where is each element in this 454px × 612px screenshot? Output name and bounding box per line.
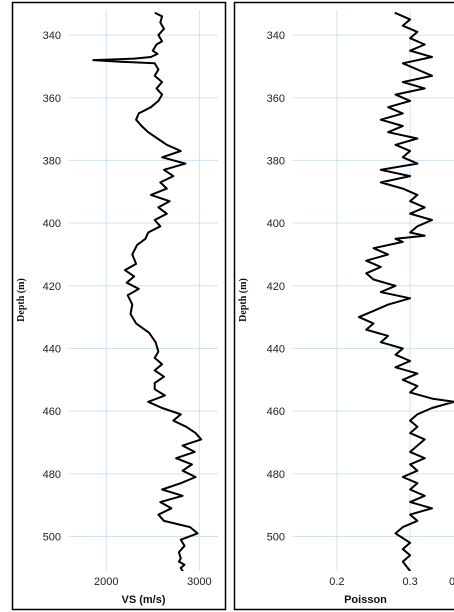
panel-1-ytick-label: 480 — [43, 469, 61, 481]
panel-2-ytick-label: 340 — [267, 30, 285, 42]
panel-1-series-line-1 — [92, 12, 203, 571]
panel-2-series-line-1 — [357, 12, 454, 571]
panel-2-ytick-label: 500 — [267, 532, 285, 544]
panel-2-xtick-label: 0.3 — [402, 576, 417, 588]
panel-1-y-axis-label: Depth (m) — [16, 278, 27, 322]
panel-2-y-axis-label: Depth (m) — [238, 278, 249, 322]
panel-2-xtick-label: 0.2 — [329, 576, 344, 588]
panel-1-frame — [11, 1, 227, 611]
panel-2-ytick-label: 460 — [267, 406, 285, 418]
panel-1-ytick-label: 380 — [43, 155, 61, 167]
panel-1-xtick-label: 2000 — [94, 576, 118, 588]
panel-2-ytick-label: 480 — [267, 469, 285, 481]
panel-1-ytick-label: 360 — [43, 93, 61, 105]
panel-1-ytick-label: 440 — [43, 343, 61, 355]
panel-1-ytick-label: 460 — [43, 406, 61, 418]
panel-1-x-axis-label: VS (m/s) — [121, 594, 165, 606]
panel-2-ytick-label: 440 — [267, 343, 285, 355]
panel-2-ytick-label: 360 — [267, 93, 285, 105]
panel-1-ytick-label: 400 — [43, 218, 61, 230]
panel-2-frame — [233, 1, 454, 611]
panel-2-xtick-label-edge: 0 — [449, 576, 454, 588]
panel-1-ytick-label: 500 — [43, 532, 61, 544]
panel-2-ytick-label: 420 — [267, 281, 285, 293]
panel-2-chart: 340 360 380 400 420 440 460 480 500 0.2 0.3 0 Poisso… — [233, 1, 454, 611]
panel-2-x-axis-label: Poisson — [344, 594, 387, 606]
panel-1-ytick-label: 340 — [43, 30, 61, 42]
panel-2-ytick-label: 380 — [267, 155, 285, 167]
panel-2-ytick-label: 400 — [267, 218, 285, 230]
panel-1-ytick-label: 420 — [43, 281, 61, 293]
panel-1-chart: 340 360 380 400 420 440 460 480 500 2000 3000 VS (m… — [11, 1, 227, 611]
panel-1-xtick-label: 3000 — [187, 576, 211, 588]
